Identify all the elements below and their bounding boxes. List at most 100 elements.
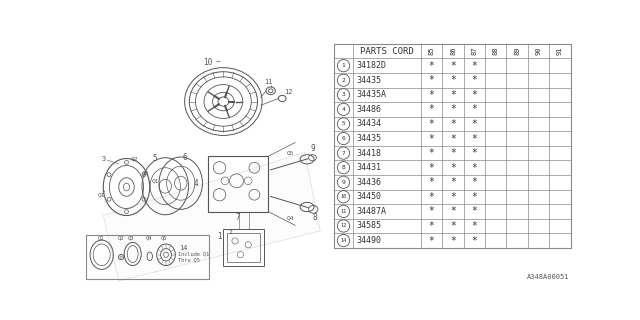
Text: 7: 7	[236, 213, 241, 222]
Text: *: *	[472, 177, 477, 187]
Text: Q1: Q1	[98, 235, 104, 240]
Text: 91: 91	[557, 47, 563, 55]
Text: 34436: 34436	[356, 178, 381, 187]
Text: *: *	[472, 75, 477, 85]
Circle shape	[337, 220, 349, 232]
Text: 14: 14	[340, 238, 347, 243]
Text: *: *	[472, 148, 477, 158]
Polygon shape	[103, 152, 320, 281]
Text: 12: 12	[285, 89, 293, 94]
Text: 11: 11	[264, 78, 273, 84]
Text: *: *	[450, 61, 456, 71]
Text: *: *	[429, 119, 435, 129]
Text: 11: 11	[340, 209, 347, 214]
Text: Q4: Q4	[287, 215, 294, 220]
Text: *: *	[472, 236, 477, 245]
Text: Q2: Q2	[117, 235, 124, 240]
Text: Q3: Q3	[142, 171, 150, 176]
Text: *: *	[472, 192, 477, 202]
Text: *: *	[450, 90, 456, 100]
Bar	[334, 44, 571, 248]
Text: Include Q1: Include Q1	[178, 252, 209, 257]
Text: 34450: 34450	[356, 192, 381, 201]
Text: 34435: 34435	[356, 76, 381, 85]
Text: 2: 2	[342, 78, 346, 83]
Text: *: *	[450, 192, 456, 202]
Text: *: *	[450, 75, 456, 85]
Text: 3: 3	[342, 92, 346, 97]
Text: 86: 86	[450, 47, 456, 55]
Text: 34435: 34435	[356, 134, 381, 143]
Text: Q1: Q1	[98, 192, 106, 197]
Text: *: *	[450, 221, 456, 231]
Text: *: *	[472, 104, 477, 114]
Text: Q4: Q4	[146, 235, 152, 240]
Bar	[86, 235, 209, 279]
Circle shape	[337, 60, 349, 72]
Text: Q5: Q5	[287, 151, 294, 156]
Circle shape	[337, 147, 349, 159]
Text: *: *	[472, 206, 477, 216]
Text: *: *	[450, 133, 456, 144]
Circle shape	[337, 176, 349, 188]
Text: *: *	[429, 206, 435, 216]
Circle shape	[337, 191, 349, 203]
Text: 85: 85	[429, 47, 435, 55]
Text: 34431: 34431	[356, 163, 381, 172]
Text: Q5: Q5	[161, 235, 167, 240]
Bar	[227, 233, 260, 262]
Circle shape	[337, 205, 349, 218]
Text: *: *	[472, 221, 477, 231]
Text: 34487A: 34487A	[356, 207, 386, 216]
Circle shape	[337, 162, 349, 174]
Text: 88: 88	[493, 47, 499, 55]
Text: 34585: 34585	[356, 221, 381, 230]
Text: Q3: Q3	[128, 235, 134, 240]
Text: 9: 9	[342, 180, 346, 185]
Text: 5: 5	[152, 154, 157, 163]
Text: 6: 6	[182, 153, 187, 162]
Text: *: *	[429, 148, 435, 158]
Text: 34434: 34434	[356, 119, 381, 128]
Text: Thru Q5: Thru Q5	[178, 257, 200, 262]
Text: 3: 3	[101, 156, 106, 162]
Text: *: *	[472, 119, 477, 129]
Circle shape	[337, 103, 349, 116]
Text: 87: 87	[472, 47, 477, 55]
Text: *: *	[472, 61, 477, 71]
Circle shape	[337, 132, 349, 145]
Text: 4: 4	[342, 107, 346, 112]
Text: 8: 8	[312, 213, 317, 222]
Circle shape	[337, 89, 349, 101]
Text: 34435A: 34435A	[356, 90, 386, 99]
Text: 1: 1	[342, 63, 346, 68]
Text: 1: 1	[217, 232, 222, 241]
Text: *: *	[429, 75, 435, 85]
Text: *: *	[450, 177, 456, 187]
Text: 14: 14	[179, 245, 188, 251]
Text: *: *	[472, 133, 477, 144]
Text: 34486: 34486	[356, 105, 381, 114]
Text: *: *	[450, 163, 456, 173]
Text: *: *	[429, 236, 435, 245]
Text: 7: 7	[342, 151, 346, 156]
Text: *: *	[429, 163, 435, 173]
Text: 9: 9	[310, 144, 315, 153]
Circle shape	[337, 235, 349, 247]
Text: *: *	[429, 133, 435, 144]
Text: Q2: Q2	[131, 156, 138, 161]
Text: 2: 2	[229, 230, 232, 235]
Text: 12: 12	[340, 223, 347, 228]
Text: 5: 5	[342, 122, 346, 126]
Text: *: *	[429, 90, 435, 100]
Text: 4: 4	[194, 180, 198, 188]
Circle shape	[337, 118, 349, 130]
Text: 34418: 34418	[356, 148, 381, 158]
Text: *: *	[450, 104, 456, 114]
Text: 89: 89	[514, 47, 520, 55]
Text: *: *	[450, 236, 456, 245]
Text: 10: 10	[340, 194, 347, 199]
Bar	[223, 229, 264, 266]
Text: 8: 8	[342, 165, 346, 170]
Text: *: *	[429, 104, 435, 114]
